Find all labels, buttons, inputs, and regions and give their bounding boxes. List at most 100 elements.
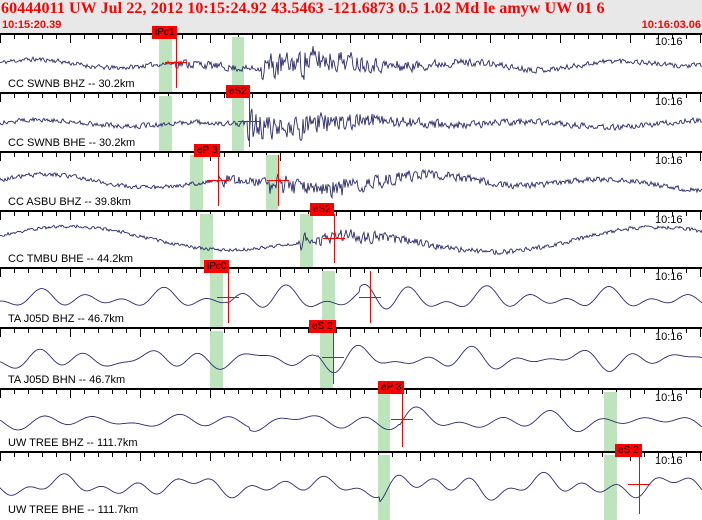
axis-tick-minor (448, 212, 449, 216)
axis-tick-minor (112, 212, 113, 216)
trace-panel[interactable]: eS 2 10:16 UW TREE BHE -- 111.7km (0, 444, 702, 520)
axis-tick-minor (406, 269, 407, 273)
axis-tick-major (630, 212, 631, 220)
axis-time-label: 10:16 (655, 36, 683, 48)
axis-tick-minor (602, 390, 603, 394)
axis-tick-major (350, 94, 351, 102)
axis-tick-major (0, 453, 1, 461)
phase-pick-label[interactable]: eS 2 (309, 320, 336, 333)
axis-tick-major (560, 94, 561, 102)
axis-tick-minor (462, 35, 463, 39)
axis-tick-major (0, 153, 1, 161)
trace-panel[interactable]: eS2 10:16 CC SWNB BHE -- 30.2km (0, 85, 702, 153)
axis-tick-minor (336, 269, 337, 273)
axis-tick-minor (252, 212, 253, 216)
axis-tick-major (140, 212, 141, 220)
axis-tick-minor (476, 329, 477, 333)
axis-tick-major (280, 212, 281, 220)
axis-tick-minor (252, 94, 253, 98)
axis-tick-minor (504, 453, 505, 457)
axis-tick-minor (686, 453, 687, 457)
axis-tick-minor (364, 390, 365, 394)
axis-tick-minor (378, 329, 379, 333)
axis-tick-minor (238, 269, 239, 273)
trace-panel[interactable]: eP 3 10:16 CC ASBU BHZ -- 39.8km (0, 144, 702, 212)
axis-tick-major (700, 212, 701, 220)
axis-tick-major (700, 329, 701, 337)
axis-time-label: 10:16 (655, 331, 683, 343)
axis-tick-minor (364, 153, 365, 157)
trace-panel[interactable]: eS2 10:16 CC TMBU BHE -- 44.2km (0, 203, 702, 269)
axis-tick-minor (546, 94, 547, 98)
axis-tick-minor (602, 269, 603, 273)
axis-tick-minor (224, 212, 225, 216)
axis-tick-minor (126, 94, 127, 98)
axis-tick-minor (308, 453, 309, 457)
axis-tick-minor (392, 329, 393, 333)
axis-tick-minor (112, 35, 113, 39)
phase-pick-crosshair (322, 357, 344, 358)
trace-panel[interactable]: iPc1 CC SWNB BHZ -- 30.2km (0, 26, 702, 94)
phase-pick-label[interactable]: eP 3 (378, 381, 405, 394)
phase-pick-label[interactable]: eS2 (310, 203, 334, 216)
axis-tick-major (350, 153, 351, 161)
axis-tick-minor (672, 453, 673, 457)
axis-tick-minor (308, 94, 309, 98)
axis-time-label: 10:16 (655, 271, 683, 283)
axis-tick-minor (252, 329, 253, 333)
axis-tick-minor (14, 212, 15, 216)
axis-tick-major (420, 153, 421, 161)
axis-tick-minor (336, 94, 337, 98)
axis-tick-minor (224, 390, 225, 394)
axis-tick-minor (364, 269, 365, 273)
axis-tick-minor (154, 269, 155, 273)
axis-tick-minor (532, 212, 533, 216)
axis-tick-minor (504, 94, 505, 98)
phase-pick-label[interactable]: eS2 (226, 85, 250, 98)
coda-window-band (322, 271, 335, 329)
axis-tick-minor (616, 269, 617, 273)
phase-pick-label[interactable]: eP 3 (194, 144, 221, 157)
axis-tick-minor (658, 390, 659, 394)
axis-tick-minor (532, 453, 533, 457)
coda-window-band (232, 96, 244, 153)
axis-tick-minor (434, 329, 435, 333)
axis-tick-major (630, 329, 631, 337)
axis-tick-minor (546, 390, 547, 394)
axis-tick-minor (28, 453, 29, 457)
waveform-trace (0, 168, 702, 200)
axis-tick-major (420, 453, 421, 461)
axis-tick-minor (252, 269, 253, 273)
axis-tick-major (630, 153, 631, 161)
axis-tick-minor (518, 390, 519, 394)
phase-pick-label[interactable]: eS 2 (615, 444, 642, 457)
trace-panel[interactable]: eS 2 10:16 TA J05D BHN -- 46.7km (0, 320, 702, 390)
axis-tick-major (0, 35, 1, 43)
axis-tick-minor (406, 390, 407, 394)
axis-tick-minor (378, 153, 379, 157)
phase-pick-label[interactable]: iPc0 (204, 260, 230, 273)
axis-tick-minor (238, 212, 239, 216)
axis-tick-minor (168, 269, 169, 273)
trace-panel[interactable]: eP 3 10:16 UW TREE BHZ -- 111.7km (0, 381, 702, 453)
axis-tick-minor (112, 390, 113, 394)
axis-tick-minor (574, 453, 575, 457)
axis-tick-minor (294, 269, 295, 273)
axis-tick-minor (546, 453, 547, 457)
axis-tick-minor (588, 453, 589, 457)
axis-tick-minor (42, 35, 43, 39)
waveform-trace (0, 224, 702, 256)
axis-tick-minor (196, 94, 197, 98)
axis-tick-minor (364, 453, 365, 457)
axis-tick-major (490, 212, 491, 220)
trace-panel[interactable]: iPc0 10:16 TA J05D BHZ -- 46.7km (0, 260, 702, 329)
axis-tick-minor (28, 390, 29, 394)
axis-tick-minor (126, 212, 127, 216)
phase-pick-label[interactable]: iPc1 (152, 26, 178, 39)
axis-tick-minor (56, 35, 57, 39)
phase-pick-crosshair (391, 419, 413, 420)
axis-tick-minor (126, 453, 127, 457)
axis-tick-minor (112, 94, 113, 98)
window-start-time: 10:15:20.39 (2, 19, 62, 31)
channel-label: CC SWNB BHZ -- 30.2km (8, 78, 135, 90)
